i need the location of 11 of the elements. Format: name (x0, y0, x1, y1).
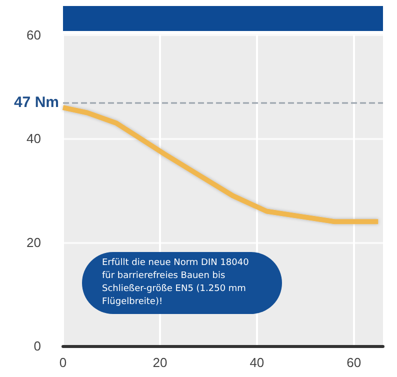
y-tick-label: 40 (26, 131, 41, 146)
y-tick-label: 0 (34, 338, 41, 354)
y-tick-label: 20 (26, 234, 41, 250)
x-tick-label: 0 (59, 355, 67, 370)
x-tick-label: 20 (152, 355, 168, 370)
callout-box: Erfüllt die neue Norm DIN 18040 für barrierefreies Bauen bis Schließer-größe EN5 (1.250 mm Flügelbreite)! (82, 252, 282, 314)
x-tick-label: 40 (250, 355, 264, 370)
x-tick-label: 60 (346, 355, 362, 370)
annotation: Erfüllt die neue Norm DIN 18040 für barrierefreies Bauen bis Schließer-größe EN5 (1.250 mm Flügelbreite)! (102, 257, 250, 309)
ref-line-label: 47 Nm (14, 94, 59, 111)
y-tick-label: 60 (26, 28, 41, 42)
